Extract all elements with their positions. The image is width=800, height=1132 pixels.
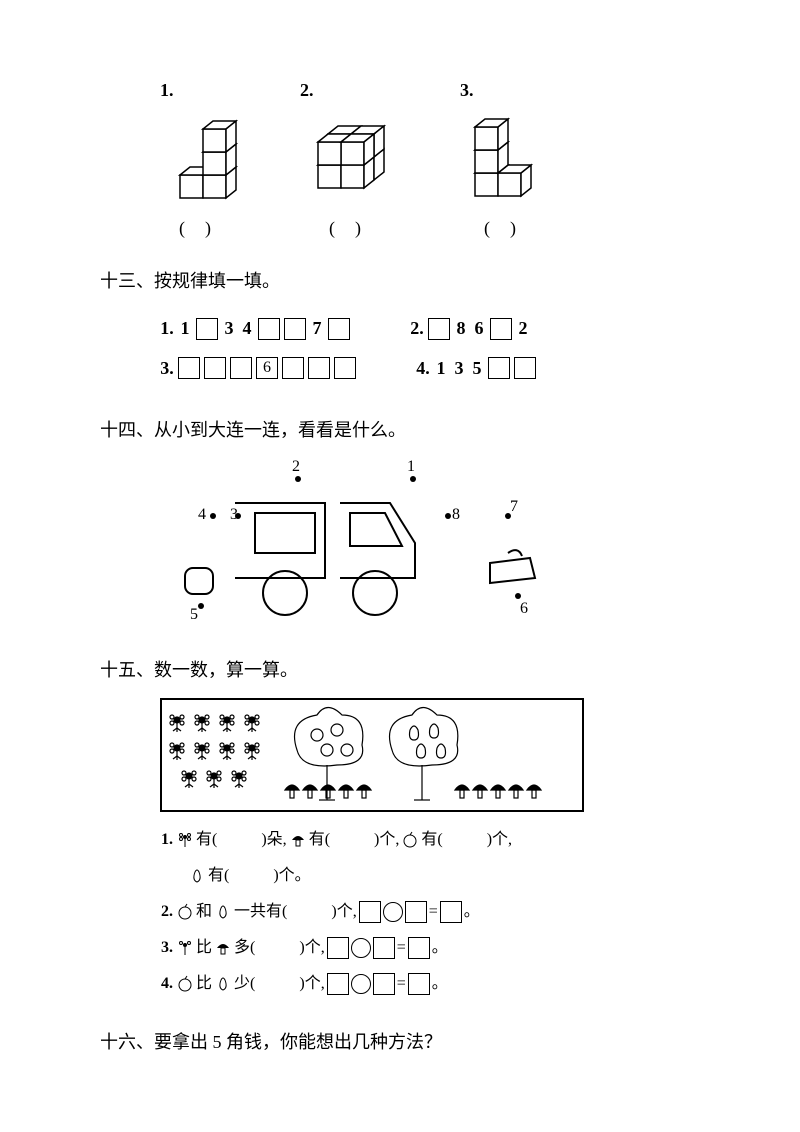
section-16-title: 十六、要拿出 5 角钱，你能想出几种方法？ [100, 1028, 700, 1054]
dot-label-7: 7 [510, 498, 518, 516]
blank-box[interactable] [373, 937, 395, 959]
blank-box[interactable] [196, 318, 218, 340]
cube-paren-3: () [460, 218, 560, 239]
blank-box[interactable] [440, 901, 462, 923]
cube-num-1: 1. [160, 80, 250, 101]
blank-box[interactable] [284, 318, 306, 340]
apple-icon [176, 903, 194, 921]
blank-box[interactable] [408, 937, 430, 959]
cube-num-3: 3. [460, 80, 560, 101]
car-outline [160, 458, 580, 628]
filled-box[interactable]: 6 [256, 357, 278, 379]
section-14-title: 十四、从小到大连一连，看看是什么。 [100, 416, 700, 442]
count-picture [160, 698, 584, 812]
blank-box[interactable] [327, 973, 349, 995]
cube-figure-3 [460, 105, 560, 205]
pattern-3: 3. 6 [160, 349, 356, 389]
count-questions: 1. 有()朵, 有()个, 有()个, 有()个。 2. 和 [160, 824, 700, 1000]
dot-label-8: 8 [452, 506, 460, 524]
blank-box[interactable] [488, 357, 510, 379]
q15-1b: 有()个。 [188, 860, 700, 892]
cube-paren-2: () [300, 218, 410, 239]
mushroom-icon [214, 939, 232, 957]
blank-box[interactable] [334, 357, 356, 379]
pear-icon [214, 975, 232, 993]
apple-icon [401, 831, 419, 849]
blank-box[interactable] [490, 318, 512, 340]
cubes-row: 1. [160, 80, 700, 239]
cube-num-2: 2. [300, 80, 410, 101]
section-cubes: 1. [100, 80, 700, 239]
blank-box[interactable] [359, 901, 381, 923]
section-16: 十六、要拿出 5 角钱，你能想出几种方法？ [100, 1028, 700, 1054]
blank-box[interactable] [328, 318, 350, 340]
pear-icon [188, 867, 206, 885]
blank-box[interactable] [178, 357, 200, 379]
blank-box[interactable] [230, 357, 252, 379]
blank-box[interactable] [327, 937, 349, 959]
cube-item-3: 3. [460, 80, 560, 239]
blank-box[interactable] [282, 357, 304, 379]
blank-box[interactable] [373, 973, 395, 995]
op-circle[interactable] [351, 974, 371, 994]
dot-label-6: 6 [520, 600, 528, 618]
dot-label-5: 5 [190, 606, 198, 624]
cube-item-2: 2. [300, 80, 410, 239]
section-14: 十四、从小到大连一连，看看是什么。 [100, 416, 700, 628]
q15-2: 2. 和 一共有()个, = 。 [160, 896, 700, 928]
blank-box[interactable] [204, 357, 226, 379]
dot-label-3: 3 [230, 506, 238, 524]
section-13-title: 十三、按规律填一填。 [100, 267, 700, 293]
q15-1: 1. 有()朵, 有()个, 有()个, [160, 824, 700, 856]
dot-label-1: 1 [407, 458, 415, 476]
cube-figure-1 [160, 105, 250, 205]
count-area: 1. 有()朵, 有()个, 有()个, 有()个。 2. 和 [160, 698, 700, 1000]
dot-label-2: 2 [292, 458, 300, 476]
blank-box[interactable] [308, 357, 330, 379]
count-scene [162, 700, 582, 810]
blank-box[interactable] [428, 318, 450, 340]
flower-icon [176, 831, 194, 849]
pattern-row: 1. 1 3 4 7 2. 8 6 2 3. [160, 309, 700, 388]
section-15: 十五、数一数，算一算。 [100, 656, 700, 1000]
flower-icon [176, 939, 194, 957]
op-circle[interactable] [383, 902, 403, 922]
q15-4: 4. 比 少()个, = 。 [160, 968, 700, 1000]
cube-item-1: 1. [160, 80, 250, 239]
cube-paren-1: () [160, 218, 250, 239]
apple-icon [176, 975, 194, 993]
op-circle[interactable] [351, 938, 371, 958]
blank-box[interactable] [405, 901, 427, 923]
pattern-1: 1. 1 3 4 7 [160, 309, 350, 349]
worksheet-page: 1. [0, 0, 800, 1122]
blank-box[interactable] [514, 357, 536, 379]
blank-box[interactable] [258, 318, 280, 340]
pattern-4: 4. 1 3 5 [416, 349, 536, 389]
mushroom-icon [289, 831, 307, 849]
blank-box[interactable] [408, 973, 430, 995]
section-15-title: 十五、数一数，算一算。 [100, 656, 700, 682]
q15-3: 3. 比 多()个, = 。 [160, 932, 700, 964]
section-13: 十三、按规律填一填。 1. 1 3 4 7 2. 8 6 2 [100, 267, 700, 388]
pear-icon [214, 903, 232, 921]
dot-label-4: 4 [198, 506, 206, 524]
cube-figure-2 [300, 105, 410, 205]
connect-dots-area: 2 1 4 3 5 8 7 6 [160, 458, 580, 628]
pattern-2: 2. 8 6 2 [410, 309, 530, 349]
